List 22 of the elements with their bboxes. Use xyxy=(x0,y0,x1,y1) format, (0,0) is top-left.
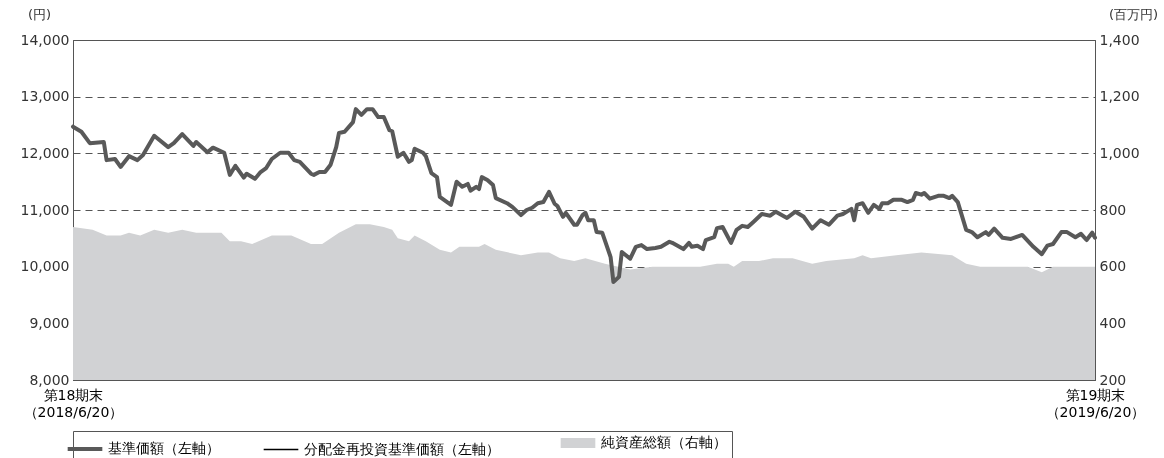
y-axis-title: (円) xyxy=(27,6,52,22)
legend-label: 分配金再投資基準価額（左軸） xyxy=(304,440,500,457)
y-tick-label: 10,000 xyxy=(20,258,70,275)
line-series xyxy=(71,107,1097,284)
y2-tick-label: 400 xyxy=(1099,314,1127,331)
legend-label: 基準価額（左軸） xyxy=(108,440,220,456)
y2-tick-label: 1,000 xyxy=(1099,144,1140,161)
x-tick-label: 第18期末（2018/6/20） xyxy=(23,386,124,420)
legend-label: 純資産総額（右軸） xyxy=(601,434,727,450)
y2-axis-title: (百万円) xyxy=(1108,6,1159,22)
x-tick-label: 第19期末（2019/6/20） xyxy=(1045,386,1146,420)
y2-tick-label: 200 xyxy=(1099,371,1127,388)
y-tick-label: 11,000 xyxy=(20,201,70,218)
y2-tick-label: 800 xyxy=(1099,201,1127,218)
y2-tick-label: 1,400 xyxy=(1099,31,1140,48)
y-tick-label: 14,000 xyxy=(20,31,70,48)
y-tick-label: 8,000 xyxy=(29,371,70,388)
y-tick-label: 12,000 xyxy=(20,144,70,161)
y2-tick-label: 1,200 xyxy=(1099,88,1140,105)
y-tick-label: 9,000 xyxy=(29,314,70,331)
y2-tick-label: 600 xyxy=(1099,258,1127,275)
y-tick-label: 13,000 xyxy=(20,88,70,105)
